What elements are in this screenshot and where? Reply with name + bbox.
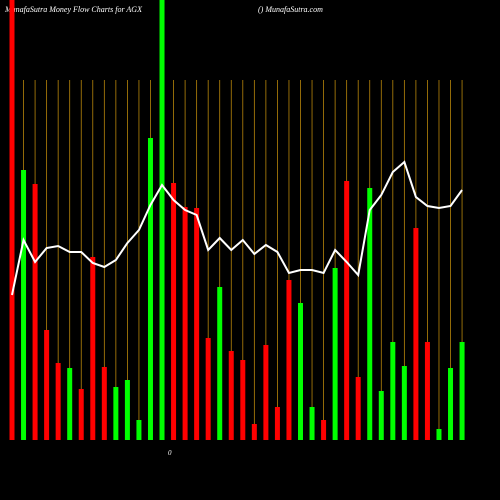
bar [32,184,38,440]
bar [263,345,269,440]
chart-title: MunafaSutra Money Flow Charts for AGX [4,5,143,14]
bar [124,380,130,440]
bar [182,207,188,440]
bar [101,367,107,440]
bar [90,257,96,440]
bar [321,420,327,440]
bar [78,389,84,440]
bar [390,342,396,440]
bar [309,407,315,440]
bar [44,330,50,440]
bar [355,377,361,440]
line [11,160,463,296]
bar [136,420,142,440]
bar [21,170,27,440]
chart-subtitle: () MunafaSutra.com [258,5,323,14]
bar [436,429,442,440]
bar [228,351,234,440]
bar [147,138,153,440]
bar [217,287,223,440]
bar [67,368,73,440]
annotation: 0 [168,449,172,457]
bar [240,360,246,440]
bar [344,181,350,440]
bar [159,0,165,440]
bar [459,342,465,440]
bar [55,363,61,440]
bar [171,183,177,440]
bar [367,188,373,440]
bar [205,338,211,440]
bar [424,342,430,440]
bar [194,208,200,440]
bar [298,303,303,440]
bar [286,280,292,440]
bar [332,268,338,440]
bar [401,366,407,440]
bar [113,387,119,440]
bar [448,368,454,440]
bar [9,0,15,440]
bar [378,391,384,440]
bar [274,407,280,440]
bar [251,424,257,440]
bar [413,228,419,440]
